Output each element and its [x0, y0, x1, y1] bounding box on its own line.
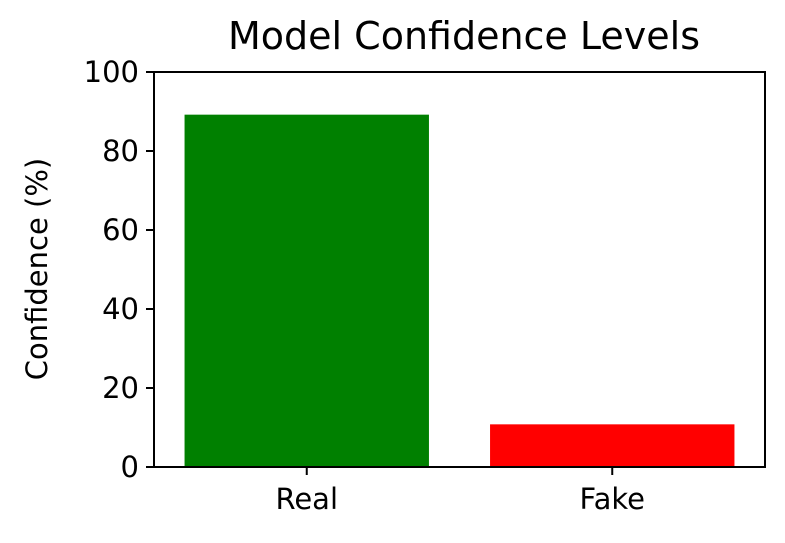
y-tick-label: 60: [102, 213, 139, 247]
bar-real: [184, 114, 429, 467]
y-tick-label: 0: [121, 450, 139, 484]
bar-fake: [490, 424, 735, 467]
y-tick-label: 100: [84, 55, 139, 89]
plot-frame: [153, 71, 766, 468]
x-tick-label: Real: [275, 482, 338, 516]
chart-title: Model Confidence Levels: [228, 14, 700, 58]
bars-group: [184, 114, 735, 467]
y-tick-label: 80: [102, 134, 139, 168]
y-tick-label: 20: [102, 371, 139, 405]
y-tick-label: 40: [102, 292, 139, 326]
x-axis-ticks: Real Fake: [275, 467, 645, 516]
y-axis-ticks: 0 20 40 60 80 100: [84, 55, 154, 484]
y-axis-label: Confidence (%): [20, 158, 54, 380]
x-tick-label: Fake: [580, 482, 645, 516]
